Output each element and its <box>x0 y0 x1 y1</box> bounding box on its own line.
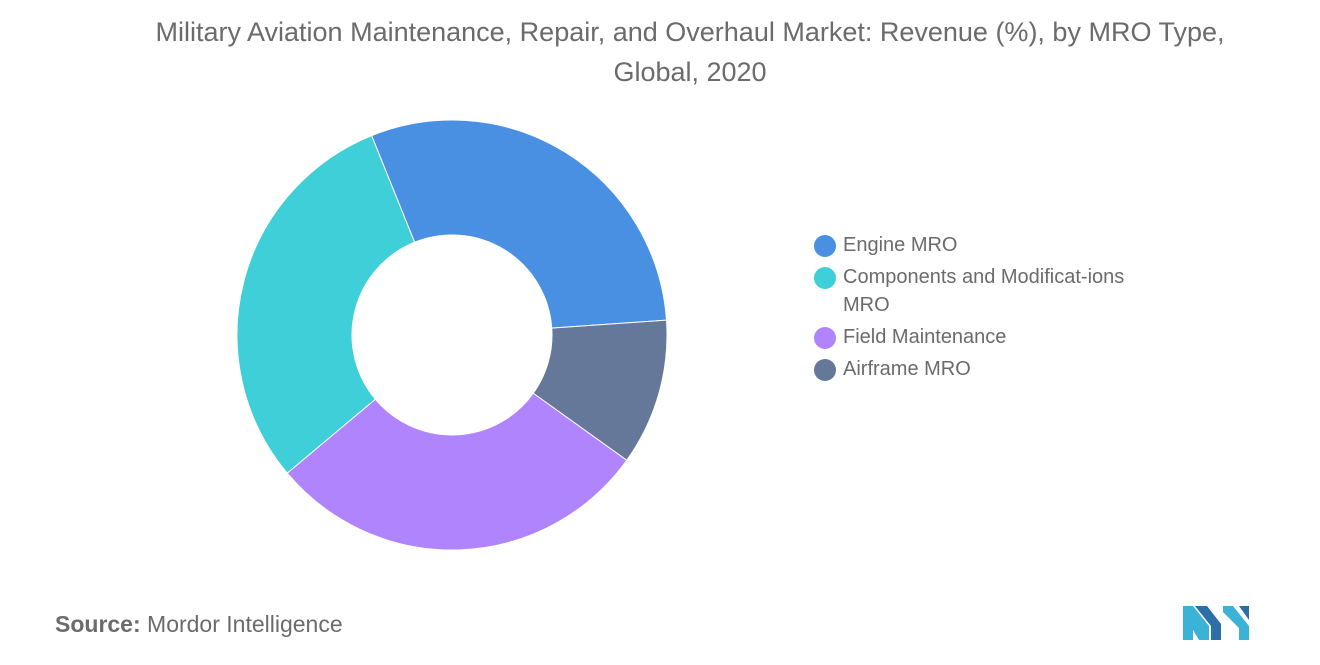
legend-label: Airframe MRO <box>843 358 971 380</box>
legend-item: Components and Modificat-ions MRO <box>814 263 1154 319</box>
legend-label: Components and Modificat-ions MRO <box>843 266 1125 316</box>
legend-item: Engine MRO <box>814 231 1154 259</box>
legend-item: Airframe MRO <box>814 355 1154 383</box>
legend-swatch <box>814 327 836 349</box>
donut-slice-field-maintenance <box>286 392 628 551</box>
legend-label: Field Maintenance <box>843 326 1007 348</box>
source-value: Mordor Intelligence <box>147 611 343 637</box>
source-note: Source: Mordor Intelligence <box>55 611 343 638</box>
legend-swatch <box>814 235 836 257</box>
chart-legend: Engine MRO Components and Modificat-ions … <box>814 231 1154 387</box>
legend-label: Engine MRO <box>843 234 958 256</box>
donut-slice-engine-mro <box>370 119 668 329</box>
legend-swatch <box>814 267 836 289</box>
legend-swatch <box>814 359 836 381</box>
mordor-intelligence-logo <box>1183 606 1249 640</box>
chart-title: Military Aviation Maintenance, Repair, a… <box>155 17 1225 87</box>
donut-slices <box>236 119 668 551</box>
donut-slice-components-and-modificat-ions-mro <box>236 134 416 474</box>
source-label: Source: <box>55 611 141 637</box>
legend-item: Field Maintenance <box>814 323 1154 351</box>
